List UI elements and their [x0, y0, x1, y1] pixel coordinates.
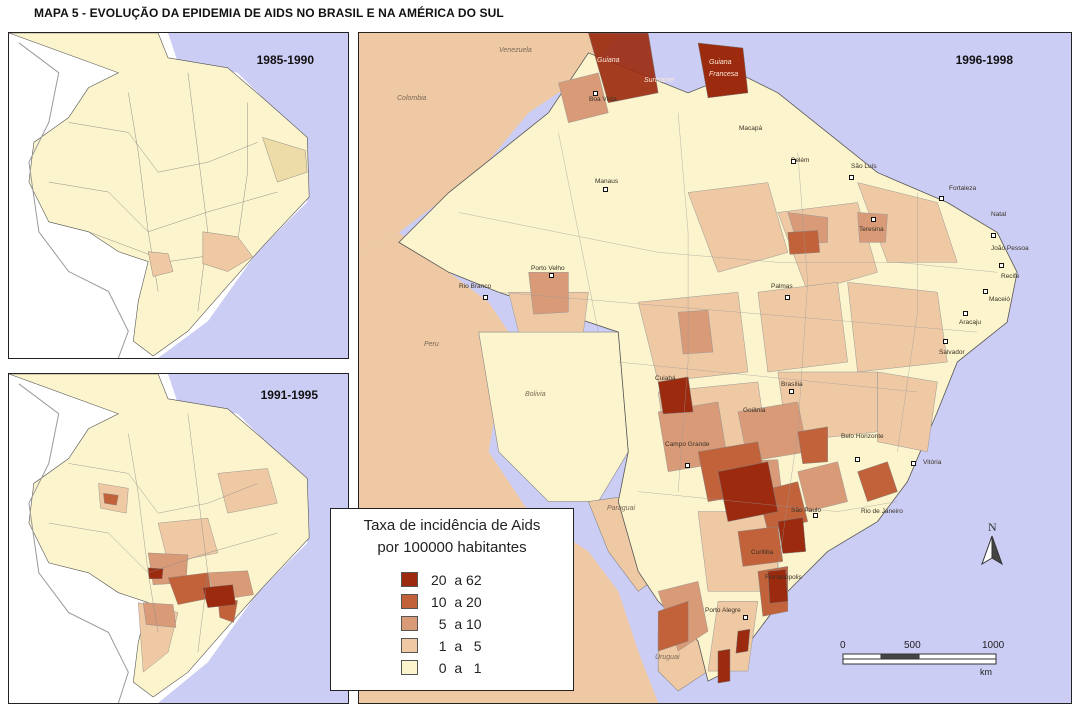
- city-dot: [871, 217, 876, 222]
- scale-tick-1000: 1000: [982, 640, 1005, 651]
- legend-row: 1 a 5: [401, 637, 482, 654]
- city-boa-vista: Boa Vista: [589, 96, 617, 103]
- city-florianopolis: Florianópolis: [765, 574, 802, 581]
- label-colombia: Colombia: [397, 95, 427, 102]
- label-suriname: Suriname: [644, 77, 674, 84]
- label-guiana: Guiana: [597, 57, 620, 64]
- scale-tick-0: 0: [840, 640, 846, 651]
- city-cuiaba: Cuiabá: [655, 375, 676, 382]
- city-palmas: Palmas: [771, 283, 793, 290]
- scale-bar: 0 500 1000 km: [840, 640, 1004, 680]
- legend-title-line1: Taxa de incidência de Aids: [363, 517, 541, 534]
- city-dot: [789, 389, 794, 394]
- legend-swatch: [401, 638, 418, 653]
- map-panel-1991-1995: 1991-1995: [8, 373, 349, 704]
- city-dot: [855, 457, 860, 462]
- label-guiana-francesa: Guiana Francesa: [709, 59, 739, 78]
- city-goiania: Goiânia: [743, 407, 766, 414]
- city-vitoria: Vitória: [923, 459, 942, 466]
- map-panel-1996-1998: Venezuela Colombia Guiana Suriname Guian…: [358, 32, 1072, 704]
- legend-row: 20 a 62: [401, 571, 482, 588]
- city-belo-horizonte: Belo Horizonte: [841, 433, 884, 440]
- map-1991-svg: [9, 374, 310, 703]
- legend-label: 5 a 10: [431, 615, 482, 632]
- city-dot: [943, 339, 948, 344]
- label-bolivia: Bolivia: [525, 391, 546, 398]
- legend-label: 20 a 62: [431, 571, 482, 588]
- legend-swatch: [401, 594, 418, 609]
- label-paraguai: Paraguai: [607, 505, 636, 512]
- map-panel-1985-1990: 1985-1990: [8, 32, 349, 359]
- city-dot: [849, 175, 854, 180]
- legend-swatch: [401, 572, 418, 587]
- legend-swatch: [401, 660, 418, 675]
- legend-label: 10 a 20: [431, 593, 482, 610]
- city-brasilia: Brasília: [781, 381, 803, 388]
- city-dot: [991, 233, 996, 238]
- city-rio-de-janeiro: Rio de Janeiro: [861, 508, 903, 515]
- city-rio-branco: Rio Branco: [459, 283, 492, 290]
- panel-label-1996-1998: 1996-1998: [955, 53, 1013, 67]
- city-natal: Natal: [991, 211, 1007, 218]
- scale-unit: km: [980, 667, 992, 677]
- city-dot: [603, 187, 608, 192]
- city-sao-luis: São Luís: [851, 163, 877, 170]
- legend-swatch: [401, 616, 418, 631]
- city-salvador: Salvador: [939, 349, 965, 356]
- city-porto-alegre: Porto Alegre: [705, 607, 741, 614]
- city-dot: [983, 289, 988, 294]
- city-fortaleza: Fortaleza: [949, 185, 977, 192]
- city-belem: Belém: [791, 157, 810, 164]
- scale-tick-500: 500: [904, 640, 921, 651]
- map-1996-svg: [359, 33, 1071, 703]
- legend-label: 1 a 5: [431, 637, 482, 654]
- panel-label-1991-1995: 1991-1995: [260, 388, 318, 402]
- label-uruguai: Uruguai: [655, 654, 680, 661]
- city-campo-grande: Campo Grande: [665, 441, 710, 448]
- city-manaus: Manaus: [595, 178, 619, 185]
- city-porto-velho: Porto Velho: [531, 265, 565, 272]
- city-dot: [549, 273, 554, 278]
- label-peru: Peru: [424, 341, 439, 348]
- city-sao-paulo: São Paulo: [791, 507, 821, 514]
- city-dot: [593, 91, 598, 96]
- map-title: MAPA 5 - EVOLUÇÃO DA EPIDEMIA DE AIDS NO…: [34, 6, 504, 20]
- city-dot: [813, 513, 818, 518]
- map-legend: Taxa de incidência de Aids por 100000 ha…: [330, 508, 574, 691]
- legend-row: 0 a 1: [401, 659, 482, 676]
- city-dot: [999, 263, 1004, 268]
- city-curitiba: Curitiba: [751, 549, 774, 556]
- panel-label-1985-1990: 1985-1990: [256, 53, 314, 67]
- city-dot: [791, 159, 796, 164]
- legend-row: 5 a 10: [401, 615, 482, 632]
- city-recife: Recife: [1001, 273, 1020, 280]
- city-dot: [483, 295, 488, 300]
- city-dot: [911, 461, 916, 466]
- city-maceio: Maceió: [989, 296, 1010, 303]
- city-dot: [743, 615, 748, 620]
- city-dot: [785, 295, 790, 300]
- city-macapa: Macapá: [739, 125, 763, 132]
- legend-title-line2: por 100000 habitantes: [377, 539, 527, 556]
- map-1985-svg: [9, 33, 310, 358]
- city-dot: [939, 196, 944, 201]
- north-letter: N: [988, 520, 997, 534]
- legend-row: 10 a 20: [401, 593, 482, 610]
- label-venezuela: Venezuela: [499, 47, 532, 54]
- city-joao-pessoa: João Pessoa: [991, 245, 1029, 252]
- city-teresina: Teresina: [859, 226, 884, 233]
- city-dot: [685, 463, 690, 468]
- legend-label: 0 a 1: [431, 659, 482, 676]
- city-aracaju: Aracaju: [959, 319, 982, 326]
- city-dot: [963, 311, 968, 316]
- north-arrow-icon: N: [972, 520, 1016, 570]
